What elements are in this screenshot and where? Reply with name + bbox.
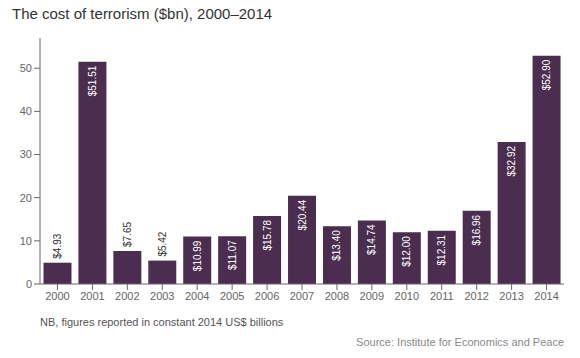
svg-text:$13.40: $13.40 bbox=[331, 230, 342, 261]
svg-text:$4.93: $4.93 bbox=[52, 233, 63, 258]
svg-text:0: 0 bbox=[26, 278, 32, 290]
svg-text:2009: 2009 bbox=[360, 290, 384, 302]
svg-text:2005: 2005 bbox=[220, 290, 244, 302]
svg-text:2010: 2010 bbox=[395, 290, 419, 302]
svg-text:2008: 2008 bbox=[325, 290, 349, 302]
svg-text:$12.00: $12.00 bbox=[401, 236, 412, 267]
svg-text:2007: 2007 bbox=[290, 290, 314, 302]
svg-text:2003: 2003 bbox=[150, 290, 174, 302]
html-text:Source: Institute for Economic: Source: Institute for Economics and Peac… bbox=[356, 336, 564, 348]
svg-text:2011: 2011 bbox=[430, 290, 454, 302]
svg-text:2000: 2000 bbox=[45, 290, 69, 302]
svg-text:2013: 2013 bbox=[499, 290, 523, 302]
svg-text:2004: 2004 bbox=[185, 290, 209, 302]
svg-text:50: 50 bbox=[20, 62, 32, 74]
svg-text:$32.92: $32.92 bbox=[506, 145, 517, 176]
svg-text:$11.07: $11.07 bbox=[227, 240, 238, 270]
svg-text:$10.99: $10.99 bbox=[192, 240, 203, 271]
svg-text:$5.42: $5.42 bbox=[157, 231, 168, 256]
svg-text:$15.78: $15.78 bbox=[262, 219, 273, 250]
svg-text:40: 40 bbox=[20, 105, 32, 117]
svg-text:2014: 2014 bbox=[534, 290, 558, 302]
svg-text:2002: 2002 bbox=[115, 290, 139, 302]
html-text:NB, figures reported in consta: NB, figures reported in constant 2014 US… bbox=[40, 316, 284, 328]
svg-text:$16.96: $16.96 bbox=[471, 214, 482, 245]
svg-text:2012: 2012 bbox=[464, 290, 488, 302]
svg-text:$7.65: $7.65 bbox=[122, 222, 133, 247]
svg-text:10: 10 bbox=[20, 235, 32, 247]
svg-text:2006: 2006 bbox=[255, 290, 279, 302]
svg-text:$51.51: $51.51 bbox=[87, 65, 98, 96]
svg-text:2001: 2001 bbox=[80, 290, 104, 302]
svg-text:$20.44: $20.44 bbox=[297, 199, 308, 230]
svg-text:$52.90: $52.90 bbox=[541, 59, 552, 90]
svg-text:20: 20 bbox=[20, 192, 32, 204]
svg-text:30: 30 bbox=[20, 148, 32, 160]
svg-text:$14.74: $14.74 bbox=[366, 224, 377, 255]
svg-text:$12.31: $12.31 bbox=[436, 234, 447, 265]
html-text:The cost of terrorism ($bn), 2: The cost of terrorism ($bn), 2000–2014 bbox=[12, 5, 273, 22]
